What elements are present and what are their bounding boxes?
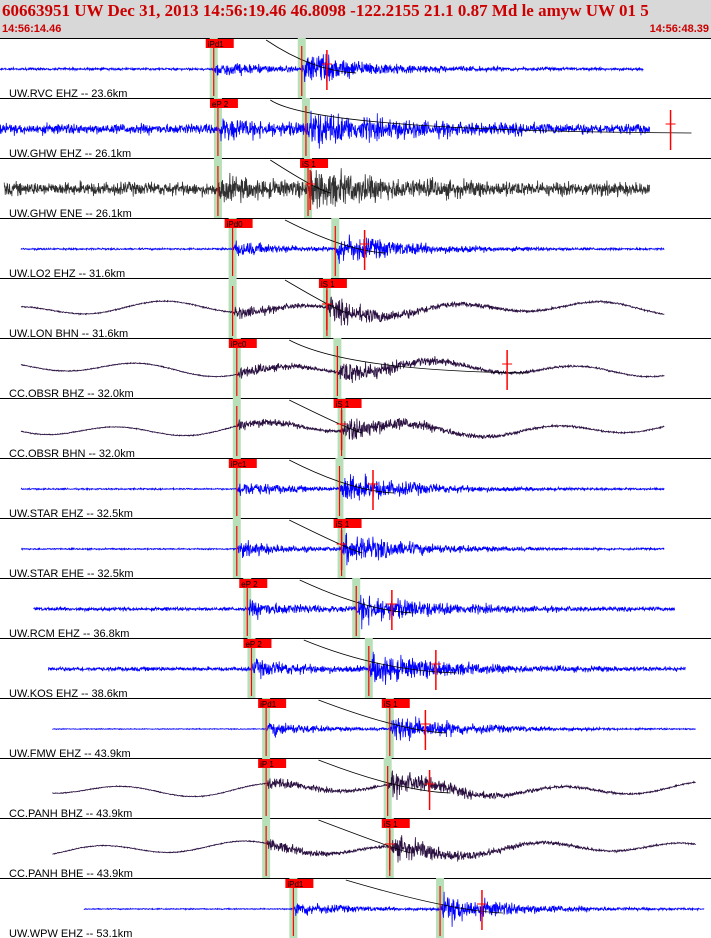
coda-curve <box>289 339 529 374</box>
waveform <box>52 716 697 742</box>
station-label: UW.LO2 EHZ -- 31.6km <box>9 268 125 280</box>
waveform <box>21 532 665 566</box>
trace-panel: iPd1 UW.WPW EHZ -- 53.1km <box>0 878 711 938</box>
s-pick-tag[interactable] <box>300 159 329 168</box>
trace-panel: iPd1 UW.RVC EHZ -- 23.6km <box>0 38 711 100</box>
trace-panel: iS 1 CC.PANH BHE -- 43.9km <box>0 818 711 880</box>
trace-panel: iP 1 CC.PANH BHZ -- 43.9km <box>0 758 711 820</box>
p-pick-tag[interactable] <box>258 759 287 768</box>
trace-panel: iS 1 UW.STAR EHE -- 32.5km <box>0 518 711 580</box>
p-pick-label: eP 2 <box>241 580 258 589</box>
trace-panel: iS 1 UW.LON BHN -- 31.6km <box>0 278 711 340</box>
waveform <box>20 356 665 384</box>
trace-panel: iS 1 CC.OBSR BHN -- 32.0km <box>0 398 711 460</box>
s-pick-tag[interactable] <box>381 819 410 828</box>
p-pick-label: eP 2 <box>245 640 262 649</box>
station-label: CC.PANH BHE -- 43.9km <box>9 868 133 880</box>
station-label: CC.OBSR BHZ -- 32.0km <box>9 388 134 400</box>
p-pick-label: iPd1 <box>208 40 225 49</box>
p-pick-label: eP 2 <box>212 100 229 109</box>
s-pick-label: iS 1 <box>336 400 350 409</box>
station-label: UW.GHW EHZ -- 26.1km <box>9 148 131 160</box>
p-pick-label: iP 1 <box>260 760 274 769</box>
coda-curve <box>270 99 692 134</box>
p-pick-tag[interactable] <box>228 459 257 468</box>
s-pick-tag[interactable] <box>333 399 362 408</box>
trace-panel: eP 2 UW.GHW EHZ -- 26.1km <box>0 98 711 160</box>
station-label: UW.WPW EHZ -- 53.1km <box>9 928 132 938</box>
p-pick-label: iPc1 <box>231 460 247 469</box>
p-pick-tag[interactable] <box>258 699 287 708</box>
seismogram-plot: iPd1 UW.RVC EHZ -- 23.6km eP 2 UW.GHW EHZ -… <box>0 38 711 938</box>
station-label: CC.PANH BHZ -- 43.9km <box>9 808 132 820</box>
trace-panel: eP 2 UW.RCM EHZ -- 36.8km <box>0 578 711 640</box>
p-pick-label: iPd1 <box>260 700 277 709</box>
coda-curve <box>318 699 447 734</box>
p-pick-label: iPd0 <box>227 220 244 229</box>
coda-curve <box>284 219 386 254</box>
s-pick-label: iS 1 <box>384 700 398 709</box>
station-label: UW.GHW ENE -- 26.1km <box>9 208 132 220</box>
p-pick-label: iPd1 <box>287 880 304 889</box>
waveform <box>83 891 705 927</box>
s-pick-label: iS 1 <box>336 520 350 529</box>
s-pick-tag[interactable] <box>333 519 362 528</box>
trace-panel: iS 1 UW.GHW ENE -- 26.1km <box>0 158 711 220</box>
coda-curve <box>318 759 451 794</box>
waveform <box>33 594 676 630</box>
coda-curve <box>318 819 411 854</box>
waveform <box>20 296 665 326</box>
station-label: UW.RCM EHZ -- 36.8km <box>9 628 129 640</box>
trace-panel: iPd1 iS 1 UW.FMW EHZ -- 43.9km <box>0 698 711 760</box>
p-pick-tag[interactable] <box>224 219 253 228</box>
trace-panel: iPc1 UW.STAR EHZ -- 32.5km <box>0 458 711 520</box>
coda-curve <box>289 459 395 494</box>
s-pick-tag[interactable] <box>318 279 347 288</box>
station-label: UW.STAR EHE -- 32.5km <box>9 568 133 580</box>
station-label: CC.OBSR BHN -- 32.0km <box>9 448 135 460</box>
station-label: UW.LON BHN -- 31.6km <box>9 328 128 340</box>
waveform <box>20 234 665 264</box>
station-label: UW.FMW EHZ -- 43.9km <box>9 748 131 760</box>
trace-panel: iPd0 UW.LO2 EHZ -- 31.6km <box>0 218 711 280</box>
p-pick-tag[interactable] <box>243 639 272 648</box>
waveform <box>20 473 665 501</box>
trace-panel: iPc0 CC.OBSR BHZ -- 32.0km <box>0 338 711 400</box>
p-pick-tag[interactable] <box>228 339 257 348</box>
waveform <box>52 835 696 863</box>
event-title: 60663951 UW Dec 31, 2013 14:56:19.46 46.… <box>2 1 649 20</box>
coda-curve <box>303 639 457 674</box>
p-pick-tag[interactable] <box>285 879 314 888</box>
p-pick-label: iPc0 <box>231 340 247 349</box>
station-label: UW.STAR EHZ -- 32.5km <box>9 508 133 520</box>
s-pick-label: iS 1 <box>384 820 398 829</box>
waveform <box>0 110 650 149</box>
station-label: UW.RVC EHZ -- 23.6km <box>9 88 127 100</box>
coda-curve <box>345 879 503 914</box>
waveform <box>0 53 644 83</box>
s-pick-label: iS 1 <box>302 160 316 169</box>
event-header: 60663951 UW Dec 31, 2013 14:56:19.46 46.… <box>0 0 711 38</box>
p-pick-tag[interactable] <box>205 39 234 48</box>
trace-panel: eP 2 UW.KOS EHZ -- 38.6km <box>0 638 711 700</box>
waveform <box>20 417 665 440</box>
s-pick-tag[interactable] <box>381 699 410 708</box>
waveform <box>52 770 696 801</box>
waveform <box>3 168 650 209</box>
window-start-time: 14:56:14.46 <box>2 23 62 35</box>
coda-curve <box>299 579 413 614</box>
p-pick-tag[interactable] <box>239 579 268 588</box>
waveform <box>47 651 686 685</box>
s-pick-label: iS 1 <box>321 280 335 289</box>
window-end-time: 14:56:48.39 <box>649 23 709 35</box>
station-label: UW.KOS EHZ -- 38.6km <box>9 688 128 700</box>
coda-curve <box>265 39 357 74</box>
p-pick-tag[interactable] <box>209 99 238 108</box>
